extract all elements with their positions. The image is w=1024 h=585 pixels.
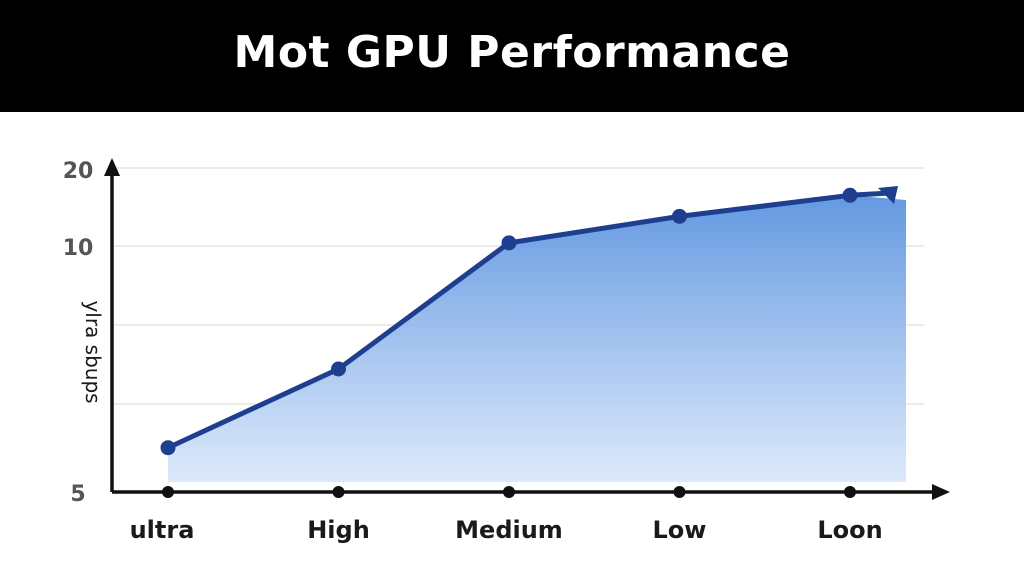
data-points bbox=[160, 187, 858, 456]
x-category-labels: ultra High Medium Low Loon bbox=[130, 516, 883, 544]
trend-arrowhead bbox=[878, 186, 898, 204]
x-tick-loon bbox=[844, 486, 856, 498]
y-tick-label: 5 bbox=[70, 482, 85, 507]
y-axis-arrowhead bbox=[104, 158, 120, 176]
x-tick-label-loon: Loon bbox=[817, 516, 882, 544]
title-bar: Mot GPU Performance bbox=[0, 0, 1024, 112]
axes bbox=[104, 158, 950, 500]
y-tick-label: 10 bbox=[63, 236, 94, 261]
data-point-ultra bbox=[160, 440, 176, 456]
x-tick-label-low: Low bbox=[653, 516, 707, 544]
x-tick-ultra bbox=[162, 486, 174, 498]
area-fill bbox=[168, 195, 906, 483]
x-tick-label-high: High bbox=[307, 516, 370, 544]
line-chart: 20 10 5 ultra High Medium Low Loon ylra sbups bbox=[63, 158, 950, 544]
chart-title: Mot GPU Performance bbox=[233, 26, 791, 78]
data-point-low bbox=[672, 208, 687, 224]
x-tick-marks bbox=[162, 486, 856, 498]
data-point-loon bbox=[842, 187, 858, 203]
y-tick-label: 20 bbox=[63, 159, 94, 184]
x-tick-label-medium: Medium bbox=[455, 516, 563, 544]
data-point-high bbox=[331, 361, 346, 377]
x-tick-low bbox=[673, 486, 686, 498]
y-axis-label: ylra sbups bbox=[81, 300, 105, 403]
data-point-medium bbox=[501, 235, 517, 251]
x-tick-high bbox=[332, 486, 345, 498]
x-tick-label-ultra: ultra bbox=[130, 516, 195, 544]
x-tick-medium bbox=[503, 486, 515, 498]
x-axis-arrowhead bbox=[932, 484, 950, 500]
y-tick-labels: 20 10 5 bbox=[63, 159, 94, 507]
